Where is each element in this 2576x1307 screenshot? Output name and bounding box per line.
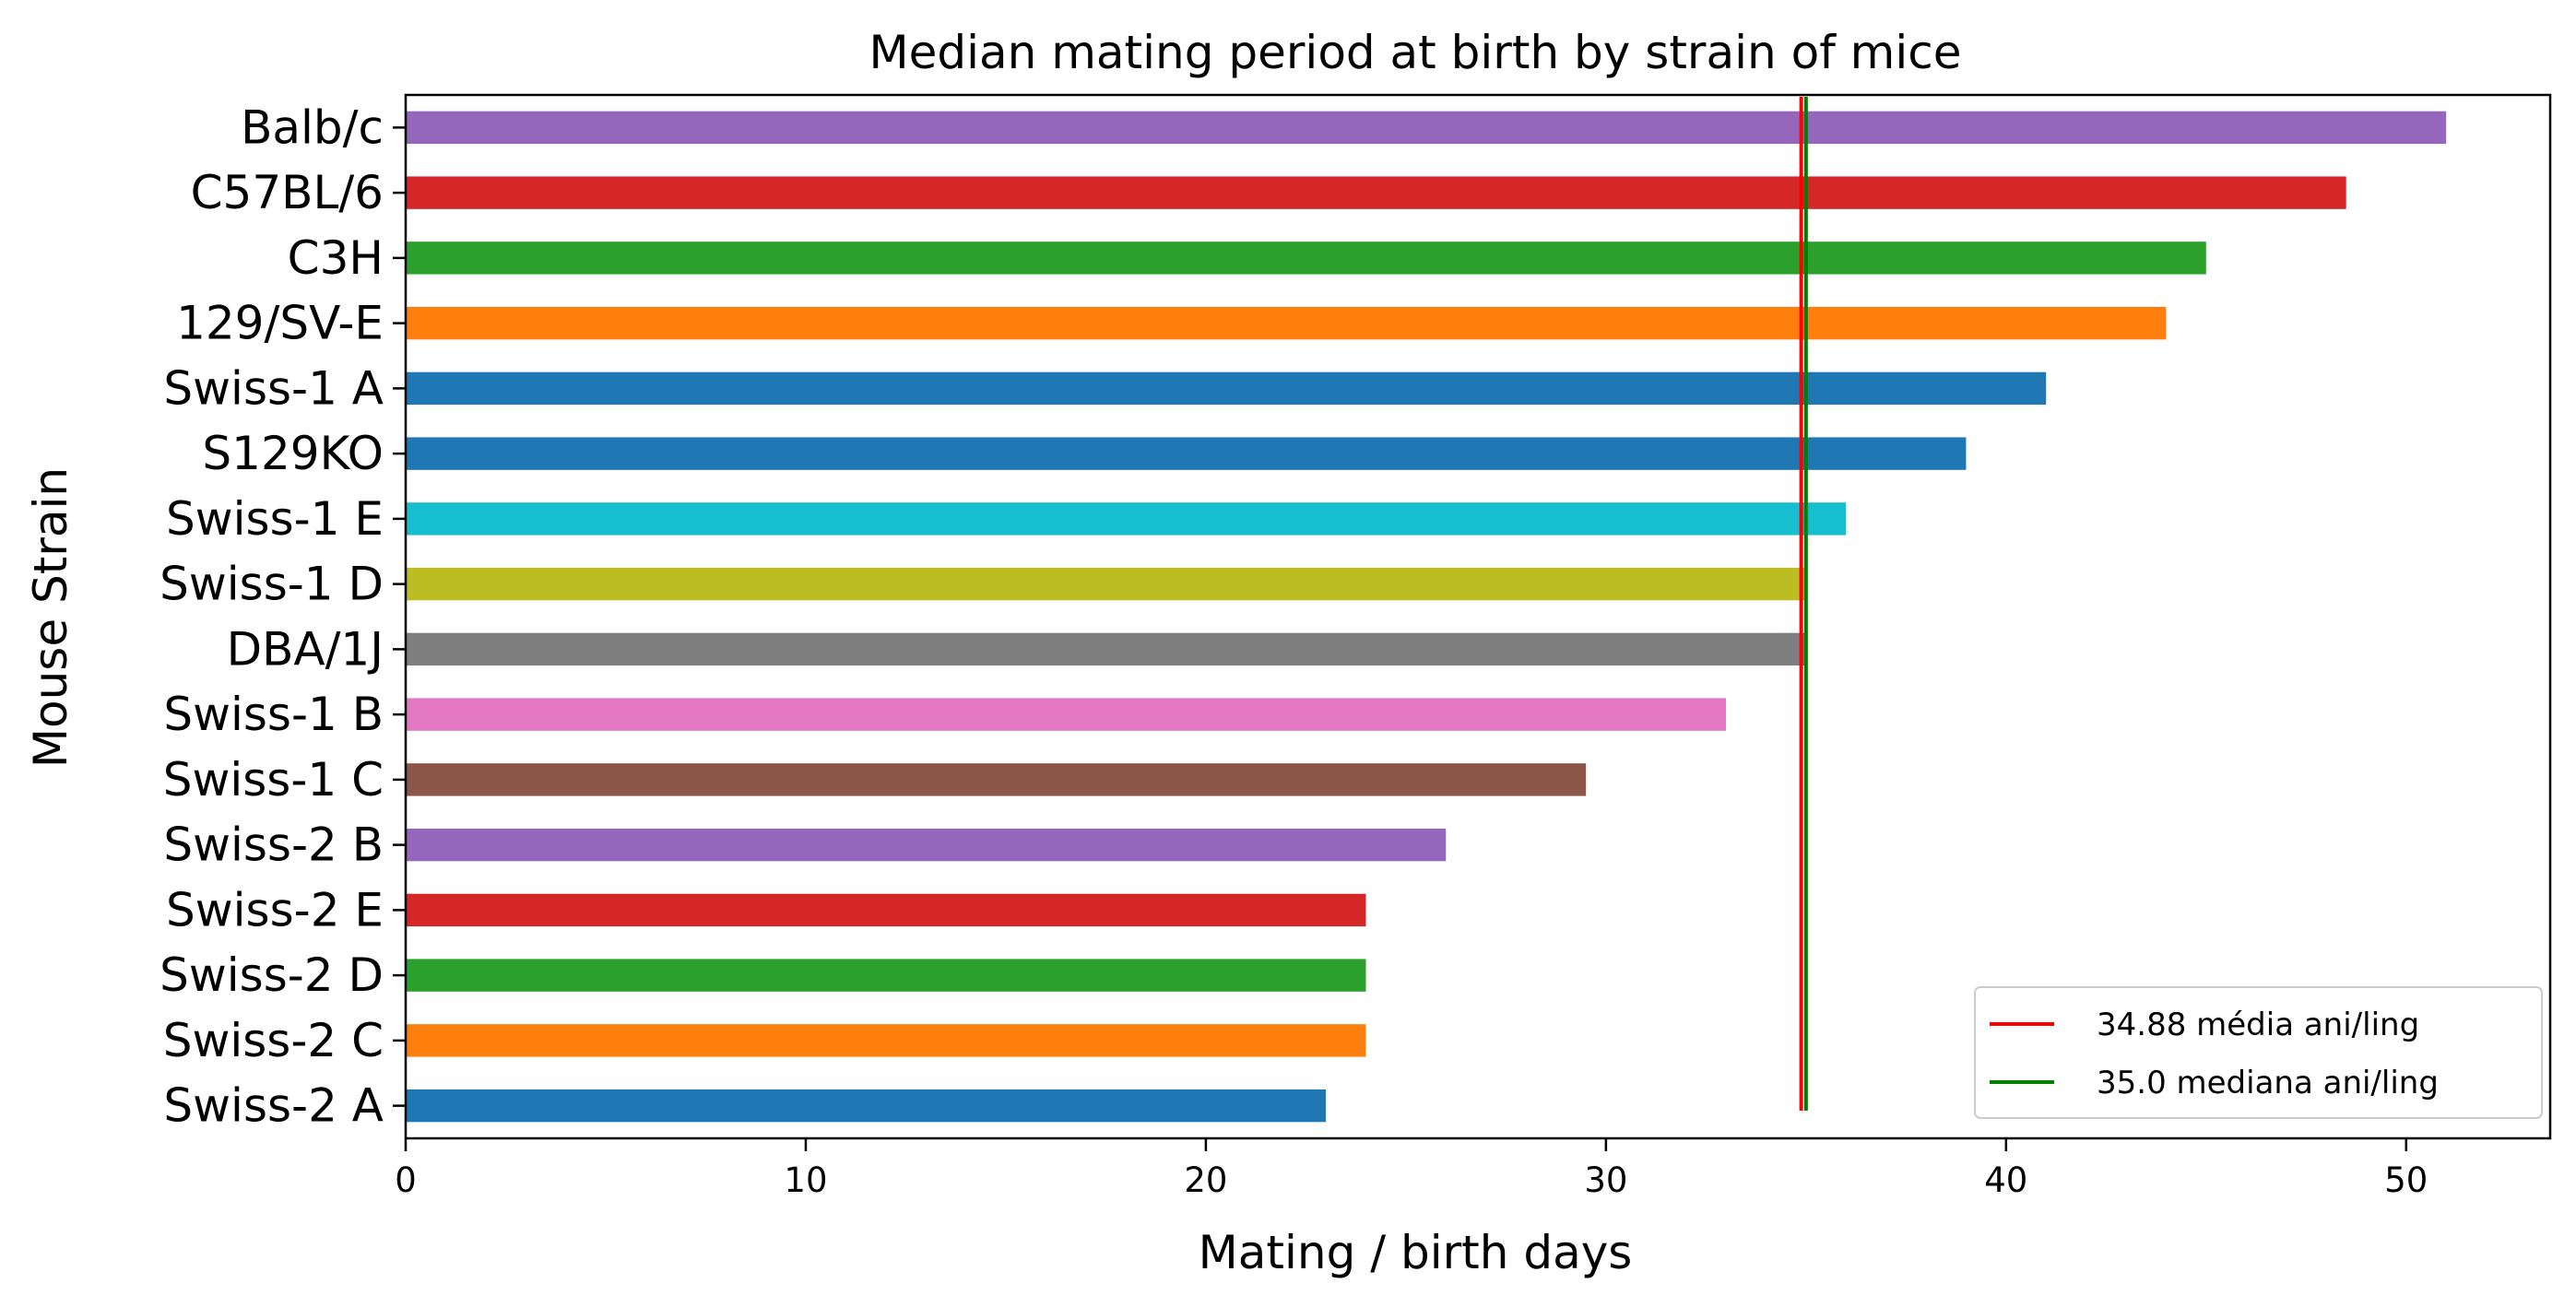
y-tick-label: DBA/1J — [227, 622, 384, 676]
y-tick-label: 129/SV-E — [176, 297, 384, 350]
legend-label: 35.0 mediana ani/ling — [2097, 1065, 2439, 1101]
bar — [406, 1024, 1366, 1057]
x-tick-label: 20 — [1184, 1160, 1227, 1200]
y-tick-label: C3H — [288, 231, 384, 285]
y-tick-label: Swiss-2 C — [163, 1014, 384, 1067]
bar — [406, 502, 1847, 536]
bar — [406, 111, 2447, 145]
x-tick-label: 30 — [1584, 1160, 1627, 1200]
bar — [406, 828, 1447, 862]
plot-frame — [404, 93, 2552, 1140]
y-tick-label: Balb/c — [241, 100, 384, 154]
y-tick-label: Swiss-1 C — [163, 753, 384, 807]
legend-label: 34.88 média ani/ling — [2097, 1007, 2419, 1043]
x-axis-title: Mating / birth days — [1199, 1226, 1633, 1279]
x-tick-label: 40 — [1984, 1160, 2027, 1200]
bar — [406, 1089, 1327, 1123]
bar — [406, 567, 1806, 601]
bar — [406, 763, 1587, 796]
y-axis-title: Mouse Strain — [24, 467, 77, 768]
y-tick-label: Swiss-2 E — [166, 883, 384, 936]
y-tick-label: S129KO — [202, 427, 384, 480]
x-tick-label: 0 — [395, 1160, 417, 1200]
y-tick-label: Swiss-1 E — [166, 492, 384, 546]
bar — [406, 698, 1727, 731]
bar — [406, 893, 1366, 927]
bar — [406, 176, 2346, 209]
bar — [406, 632, 1806, 666]
legend-box — [1974, 986, 2543, 1119]
y-tick-label: Swiss-2 A — [163, 1079, 384, 1133]
y-tick-label: Swiss-2 D — [160, 948, 384, 1002]
bar — [406, 371, 2047, 406]
y-tick-label: C57BL/6 — [191, 166, 384, 219]
bar — [406, 437, 1967, 470]
y-tick-label: Swiss-1 A — [163, 361, 384, 415]
x-tick-label: 10 — [784, 1160, 827, 1200]
y-tick-label: Swiss-1 B — [163, 688, 384, 741]
y-tick-label: Swiss-1 D — [160, 558, 384, 611]
x-tick-label: 50 — [2384, 1160, 2428, 1200]
legend: 34.88 média ani/ling 35.0 mediana ani/lin… — [1974, 986, 2543, 1119]
y-tick-label: Swiss-2 B — [163, 818, 384, 872]
bar — [406, 241, 2206, 275]
plot-area: Balb/c C57BL/6 C3H 129/SV-E Swiss-1 A S129KO S… — [160, 93, 2552, 1200]
bar — [406, 959, 1366, 992]
chart-title: Median mating period at birth by strain … — [869, 26, 1961, 79]
bar — [406, 306, 2167, 340]
